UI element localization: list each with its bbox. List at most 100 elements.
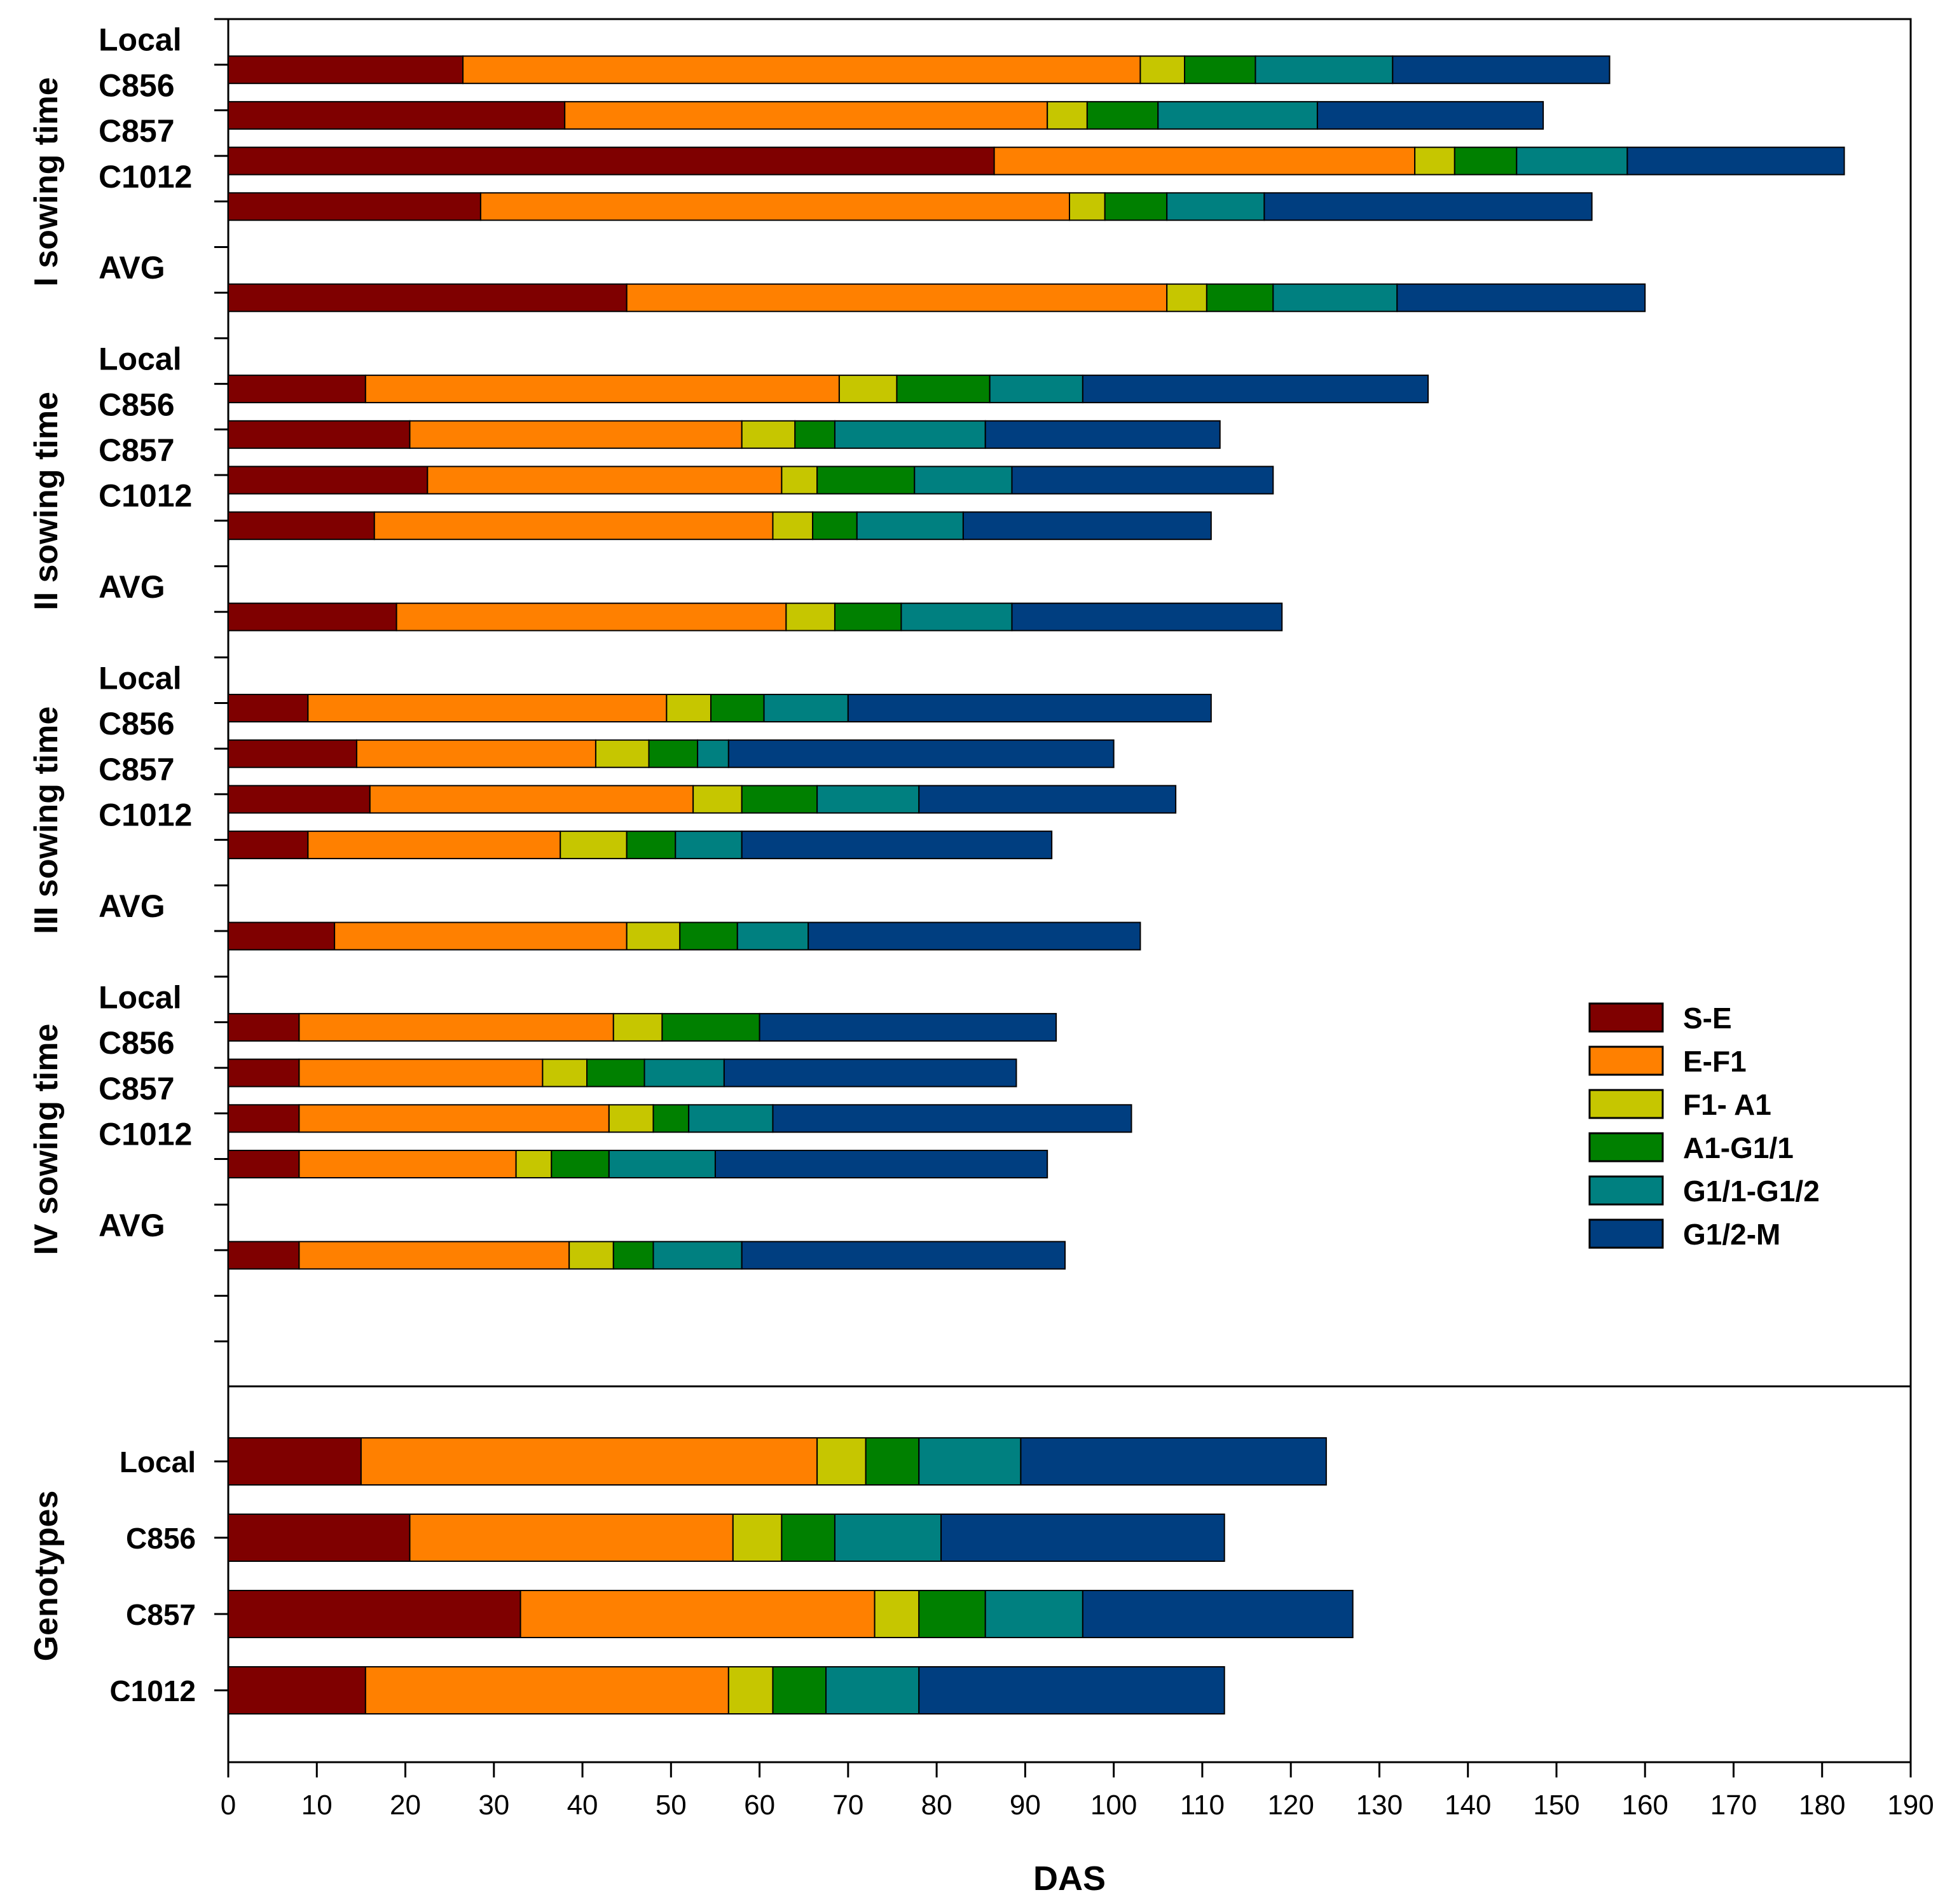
row-label-genotypes-local: Local [120,1445,196,1479]
bar-segment-i-sowing-time-local-e-f1 [462,55,1141,85]
bar-segment-iv-sowing-time-local-s-e [228,1012,300,1042]
row-label-genotypes-c856: C856 [126,1522,196,1555]
bar-segment-genotypes-c1012-s-e [228,1666,366,1714]
legend-swatch-g1-1-g1-2 [1588,1175,1664,1206]
row-label-i-sowing-time-avg: AVG [99,250,165,286]
row-label-iv-sowing-time-avg: AVG [99,1208,165,1243]
bar-segment-iii-sowing-time-local-s-e [228,694,309,722]
group-title-iii-sowing-time: III sowing time [28,707,65,934]
bar-segment-ii-sowing-time-c856-e-f1 [409,420,743,449]
legend-label-f1-a1: F1- A1 [1683,1088,1771,1121]
bar-segment-genotypes-c1012-g1-1-g1-2 [825,1666,920,1714]
bar-segment-i-sowing-time-c856-g1-2-m [1316,100,1544,130]
bar-segment-i-sowing-time-c857-g1-2-m [1626,146,1845,176]
bar-segment-i-sowing-time-c857-g1-1-g1-2 [1516,146,1628,176]
bar-segment-genotypes-c856-f1-a1 [732,1514,783,1562]
x-tick-label: 110 [1180,1790,1225,1821]
bar-segment-iv-sowing-time-local-a1-g1-1 [661,1012,760,1042]
x-tick-label: 80 [921,1790,952,1821]
bar-segment-iii-sowing-time-c1012-g1-1-g1-2 [675,831,743,860]
bar-segment-genotypes-c856-g1-1-g1-2 [834,1514,942,1562]
bar-segment-genotypes-local-a1-g1-1 [865,1437,920,1486]
bar-segment-iv-sowing-time-c1012-g1-1-g1-2 [608,1150,716,1178]
bar-segment-iv-sowing-time-c857-a1-g1-1 [652,1104,690,1133]
bar-segment-ii-sowing-time-avg-a1-g1-1 [834,602,902,631]
bar-segment-ii-sowing-time-c857-s-e [228,466,429,495]
bar-segment-ii-sowing-time-c857-g1-2-m [1011,466,1274,495]
bar-segment-ii-sowing-time-c1012-g1-2-m [962,511,1212,541]
row-label-iii-sowing-time-avg: AVG [99,888,165,924]
bar-segment-i-sowing-time-c1012-e-f1 [479,192,1070,221]
bar-segment-ii-sowing-time-c857-f1-a1 [781,466,818,495]
x-tick-label: 190 [1887,1790,1934,1821]
group-title-i-sowing-time: I sowing time [28,77,65,286]
bar-segment-iv-sowing-time-local-g1-2-m [759,1012,1057,1042]
bar-segment-ii-sowing-time-c857-a1-g1-1 [816,466,916,495]
x-tick-label: 170 [1710,1790,1757,1821]
bar-segment-genotypes-c1012-g1-2-m [918,1666,1225,1714]
bar-segment-ii-sowing-time-c856-s-e [228,420,411,449]
bar-segment-iv-sowing-time-c856-g1-2-m [723,1058,1017,1087]
row-label-iv-sowing-time-c856: C856 [99,1025,175,1061]
row-label-iii-sowing-time-c856: C856 [99,706,175,742]
row-label-genotypes-c1012: C1012 [109,1674,196,1707]
x-tick-label: 20 [390,1790,421,1821]
legend-label-e-f1: E-F1 [1683,1045,1747,1078]
bar-segment-genotypes-local-g1-2-m [1020,1437,1327,1486]
bar-segment-genotypes-c1012-f1-a1 [727,1666,774,1714]
bar-segment-iii-sowing-time-avg-s-e [228,921,336,951]
row-label-ii-sowing-time-c856: C856 [99,387,175,422]
bar-segment-i-sowing-time-c856-g1-1-g1-2 [1157,100,1318,130]
bar-segment-iii-sowing-time-c856-f1-a1 [594,739,650,768]
bar-segment-iv-sowing-time-c857-f1-a1 [608,1104,654,1133]
bar-segment-iv-sowing-time-c856-e-f1 [298,1058,544,1087]
x-axis-title: DAS [1033,1859,1106,1898]
x-tick-label: 130 [1356,1790,1403,1821]
bar-segment-i-sowing-time-avg-g1-1-g1-2 [1272,283,1398,312]
bar-segment-iii-sowing-time-c1012-f1-a1 [560,831,628,860]
bar-segment-i-sowing-time-avg-e-f1 [626,283,1168,312]
row-label-i-sowing-time-c856: C856 [99,67,175,103]
bar-segment-iii-sowing-time-avg-g1-2-m [808,921,1141,951]
bar-segment-i-sowing-time-avg-g1-2-m [1396,283,1646,312]
bar-segment-i-sowing-time-c856-e-f1 [564,100,1048,130]
bar-segment-i-sowing-time-c1012-s-e [228,192,481,221]
bar-segment-ii-sowing-time-c857-e-f1 [427,466,783,495]
bar-segment-genotypes-c857-s-e [228,1590,521,1638]
bar-segment-iv-sowing-time-avg-s-e [228,1241,300,1270]
x-tick-label: 30 [478,1790,509,1821]
bar-segment-genotypes-c1012-e-f1 [364,1666,729,1714]
bar-segment-iii-sowing-time-c857-f1-a1 [692,785,743,814]
group-title-ii-sowing-time: II sowing time [28,392,65,611]
x-tick-label: 10 [301,1790,333,1821]
bar-segment-i-sowing-time-c857-s-e [228,146,995,176]
bar-segment-i-sowing-time-c857-a1-g1-1 [1454,146,1518,176]
bar-segment-iv-sowing-time-c1012-e-f1 [298,1150,517,1178]
legend-label-g1-2-m: G1/2-M [1683,1218,1780,1251]
bar-segment-genotypes-c857-g1-2-m [1082,1590,1354,1638]
bar-segment-i-sowing-time-c857-e-f1 [993,146,1416,176]
bar-segment-iv-sowing-time-avg-g1-2-m [741,1241,1066,1270]
bar-segment-i-sowing-time-c856-f1-a1 [1047,100,1088,130]
bar-segment-iii-sowing-time-avg-f1-a1 [626,921,681,951]
bar-segment-genotypes-c856-g1-2-m [940,1514,1225,1562]
bar-segment-ii-sowing-time-avg-g1-1-g1-2 [900,602,1013,631]
x-tick-label: 160 [1621,1790,1668,1821]
bar-segment-i-sowing-time-local-a1-g1-1 [1184,55,1256,85]
bar-segment-ii-sowing-time-avg-f1-a1 [785,602,835,631]
bar-segment-iii-sowing-time-local-f1-a1 [666,694,711,722]
bar-segment-iv-sowing-time-c856-s-e [228,1058,300,1087]
bar-segment-genotypes-c1012-a1-g1-1 [772,1666,827,1714]
bar-segment-genotypes-local-f1-a1 [816,1437,867,1486]
bar-segment-genotypes-c857-f1-a1 [874,1590,920,1638]
bar-segment-iii-sowing-time-c856-s-e [228,739,357,768]
bar-segment-ii-sowing-time-local-a1-g1-1 [896,375,991,404]
x-tick-label: 100 [1090,1790,1137,1821]
bar-segment-ii-sowing-time-c1012-a1-g1-1 [812,511,858,541]
bar-segment-ii-sowing-time-local-s-e [228,375,366,404]
bar-segment-iii-sowing-time-local-a1-g1-1 [710,694,765,722]
row-label-iv-sowing-time-local: Local [99,979,182,1015]
row-label-i-sowing-time-c1012: C1012 [99,159,192,195]
group-title-iv-sowing-time: IV sowing time [28,1024,65,1255]
